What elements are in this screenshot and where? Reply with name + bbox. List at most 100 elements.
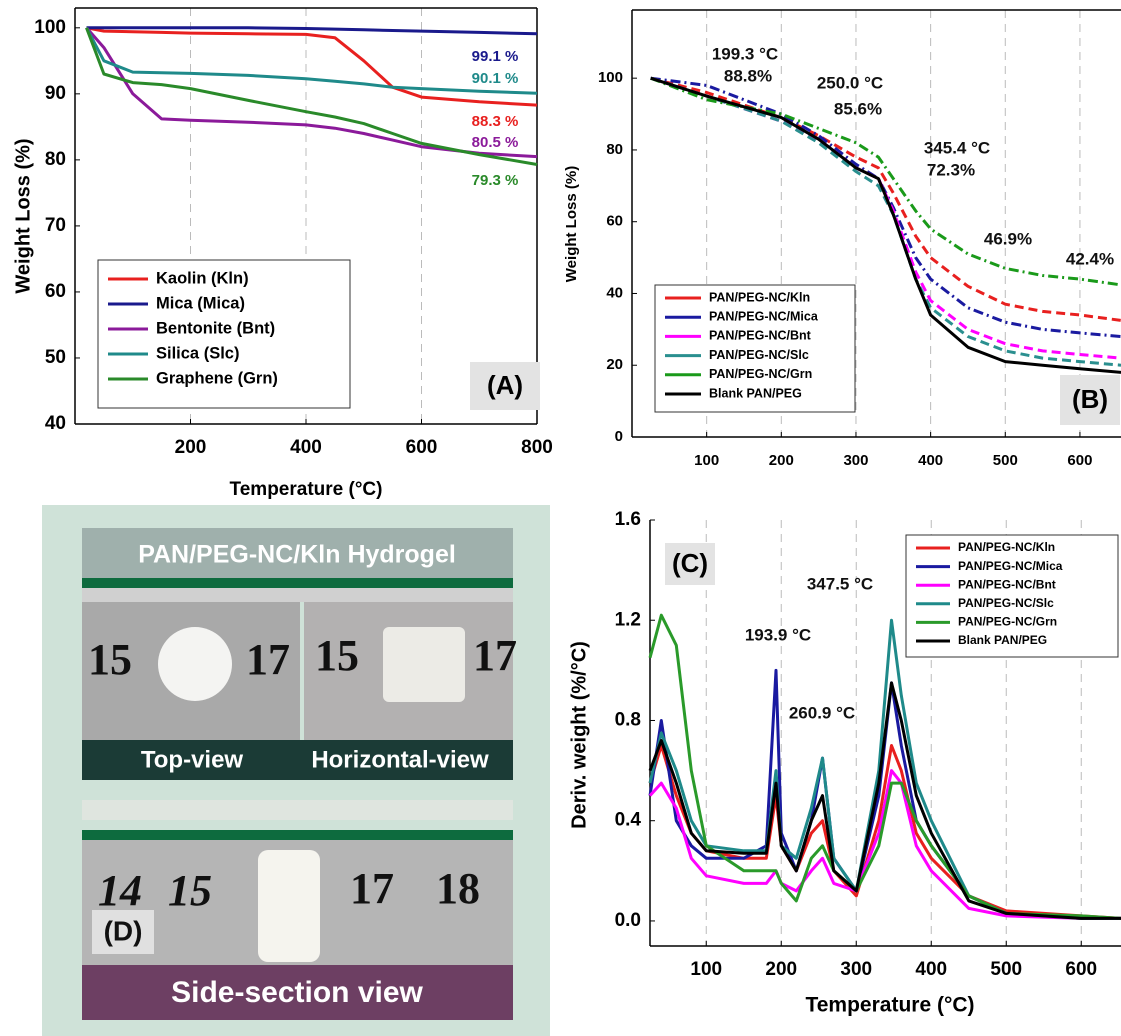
legend-label: PAN/PEG-NC/Slc (958, 596, 1054, 610)
end-label: 88.3 % (472, 113, 519, 130)
panel-label-box (1060, 375, 1120, 425)
caption: Horizontal-view (311, 746, 489, 773)
legend-label: PAN/PEG-NC/Mica (958, 559, 1063, 573)
ruler-number: 17 (350, 864, 394, 913)
caption: Top-view (141, 746, 244, 773)
annotation: 42.4% (1066, 249, 1114, 268)
y-tick-label: 100 (34, 17, 66, 38)
x-tick-label: 100 (694, 452, 719, 469)
data-line (648, 618, 1121, 920)
x-tick-label: 800 (521, 437, 553, 458)
y-tick-label: 100 (598, 69, 623, 86)
panel-label: (D) (104, 915, 143, 946)
x-tick-label: 200 (765, 959, 797, 980)
title-bar (82, 528, 513, 580)
photo-panel: PAN/PEG-NC/Kln Hydrogel Top-view Horizon… (42, 505, 550, 1036)
legend-label: PAN/PEG-NC/Bnt (709, 329, 812, 343)
legend-label: PAN/PEG-NC/Kln (958, 540, 1055, 554)
panel-label: (B) (1072, 384, 1108, 414)
caption: Side-section view (171, 976, 423, 1009)
annotation: 193.9 °C (745, 625, 811, 644)
y-axis-title: Weight Loss (%) (12, 138, 34, 293)
panel-label-box (470, 362, 540, 410)
annotation: 260.9 °C (789, 703, 855, 722)
legend-label: PAN/PEG-NC/Slc (709, 348, 809, 362)
y-tick-label: 80 (45, 149, 66, 170)
caption-bar (82, 965, 513, 1020)
y-axis-title: Deriv. weight (%/°C) (568, 641, 590, 829)
y-tick-label: 80 (606, 141, 623, 158)
legend-label: Kaolin (Kln) (156, 269, 249, 287)
legend-label: Blank PAN/PEG (958, 633, 1047, 647)
legend-label: PAN/PEG-NC/Mica (709, 309, 819, 323)
green-strip (82, 578, 513, 588)
legend-label: PAN/PEG-NC/Grn (709, 367, 812, 381)
ruler-number: 17 (246, 635, 290, 684)
x-tick-label: 400 (918, 452, 943, 469)
y-tick-label: 40 (45, 413, 66, 434)
x-tick-label: 400 (290, 437, 322, 458)
caption-bar (82, 740, 513, 780)
y-tick-label: 1.2 (615, 609, 641, 630)
legend-label: PAN/PEG-NC/Kln (709, 290, 810, 304)
y-tick-label: 1.6 (615, 509, 641, 530)
x-tick-label: 300 (843, 452, 868, 469)
data-line (85, 27, 538, 95)
y-tick-label: 0.8 (615, 709, 641, 730)
panel-label: (C) (672, 548, 708, 578)
y-tick-label: 20 (606, 356, 623, 373)
data-line (650, 76, 1121, 287)
end-label: 79.3 % (472, 172, 519, 189)
ruler-number: 18 (436, 864, 480, 913)
annotation: 199.3 °C (712, 44, 778, 63)
y-tick-label: 70 (45, 215, 66, 236)
legend-label: Bentonite (Bnt) (156, 319, 275, 337)
data-line (648, 613, 1121, 920)
ruler-number: 15 (168, 866, 212, 915)
legend-box (97, 259, 351, 409)
data-line (85, 27, 538, 166)
x-tick-label: 300 (840, 959, 872, 980)
x-tick-label: 600 (406, 437, 438, 458)
photo-title: PAN/PEG-NC/Kln Hydrogel (138, 541, 456, 569)
y-tick-label: 0 (615, 428, 623, 445)
data-line (648, 769, 1121, 920)
data-line (650, 76, 1121, 374)
x-tick-label: 600 (1067, 452, 1092, 469)
annotation: 347.5 °C (807, 574, 873, 593)
panel-label-box (92, 910, 154, 954)
y-tick-label: 0.4 (615, 810, 642, 831)
y-tick-label: 0.0 (615, 910, 641, 931)
ruler-number: 17 (473, 631, 517, 680)
annotation: 250.0 °C (817, 73, 883, 92)
sample-disc (158, 627, 232, 701)
annotation: 46.9% (984, 229, 1032, 248)
ruler-number: 15 (315, 631, 359, 680)
green-strip (82, 830, 513, 840)
y-tick-label: 90 (45, 83, 66, 104)
y-tick-label: 60 (606, 213, 623, 230)
annotation: 72.3% (927, 160, 975, 179)
x-tick-label: 100 (690, 959, 722, 980)
x-tick-label: 400 (915, 959, 947, 980)
y-axis-title: Weight Loss (%) (563, 166, 580, 282)
data-line (650, 76, 1121, 367)
ruler-edge (82, 800, 513, 820)
annotation: 345.4 °C (924, 138, 990, 157)
x-tick-label: 200 (769, 452, 794, 469)
data-line (648, 681, 1121, 920)
ruler-number: 15 (88, 635, 132, 684)
x-tick-label: 600 (1065, 959, 1097, 980)
legend-label: Silica (Slc) (156, 344, 239, 362)
data-line (648, 744, 1121, 920)
data-line (85, 26, 538, 159)
data-line (86, 26, 538, 36)
x-axis-title: Temperature (°C) (805, 994, 974, 1017)
legend-box (905, 534, 1119, 658)
legend-label: Graphene (Grn) (156, 369, 278, 387)
x-axis-title: Temperature (°C) (230, 479, 383, 500)
panel-label: (A) (487, 370, 523, 400)
legend-label: Mica (Mica) (156, 294, 245, 312)
legend-label: Blank PAN/PEG (709, 386, 802, 400)
